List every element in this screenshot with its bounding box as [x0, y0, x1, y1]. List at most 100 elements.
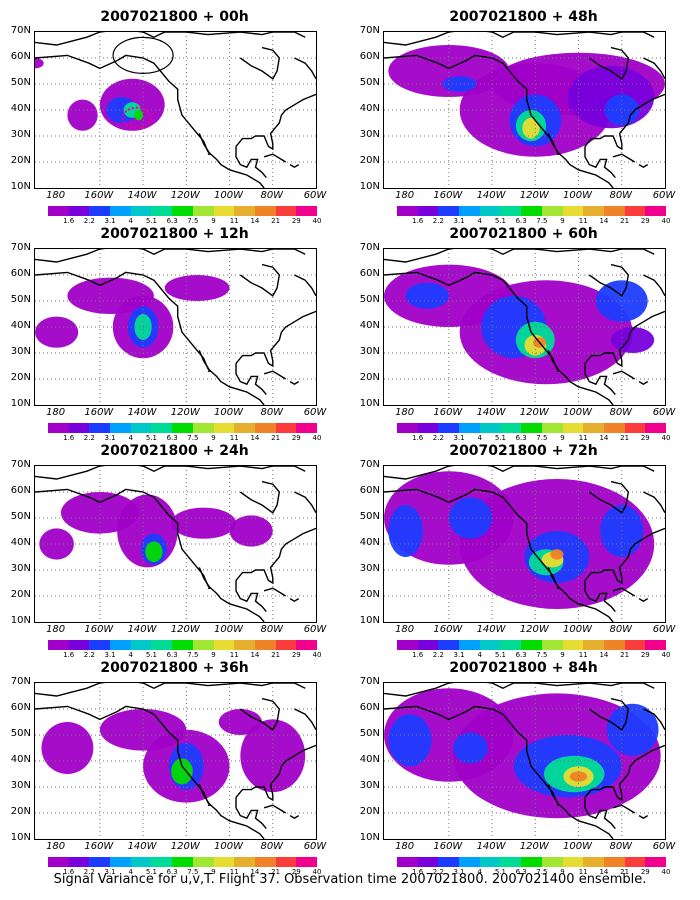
colorbar-swatch	[296, 640, 317, 650]
colorbar-swatch	[275, 206, 297, 216]
coastline	[235, 580, 267, 613]
colorbar-swatch	[130, 857, 152, 867]
map-frame	[34, 682, 317, 840]
colorbar-tick-label: 21	[620, 651, 630, 659]
colorbar-tick-label: 14	[599, 868, 609, 876]
variance-contour	[218, 709, 262, 735]
colorbar-tick-label: 9	[560, 434, 565, 442]
colorbar-tick-label: 1.6	[412, 868, 424, 876]
coastline	[263, 804, 287, 814]
colorbar-tick-label: 6.3	[166, 434, 178, 442]
lon-tick-label: 180	[395, 190, 415, 201]
lon-tick-label: 60W	[652, 407, 676, 418]
lon-tick-label: 140W	[127, 841, 157, 852]
colorbar-tick-label: 2.2	[83, 651, 95, 659]
colorbar-swatch	[521, 423, 542, 433]
coastline	[584, 310, 665, 368]
colorbar-swatch	[296, 206, 317, 216]
colorbar-swatch	[213, 857, 235, 867]
colorbar	[48, 857, 317, 867]
lat-tick-label: 60N	[10, 51, 31, 62]
coastline	[638, 164, 649, 169]
coastline	[384, 32, 655, 46]
lon-tick-label: 140W	[476, 841, 506, 852]
lat-tick-label: 40N	[359, 537, 380, 548]
colorbar-swatch	[68, 423, 90, 433]
colorbar-swatch	[48, 640, 69, 650]
lat-tick-label: 30N	[10, 563, 31, 574]
colorbar-tick-label: 14	[250, 434, 260, 442]
coastline	[643, 274, 665, 297]
colorbar-swatch	[234, 640, 255, 650]
colorbar-swatch	[254, 640, 276, 650]
colorbar-swatch	[583, 423, 604, 433]
lat-tick-label: 50N	[359, 728, 380, 739]
coastline	[35, 249, 306, 263]
panel-title: 2007021800 + 60h	[449, 226, 598, 242]
colorbar-swatch	[192, 857, 214, 867]
lat-tick-label: 30N	[359, 129, 380, 140]
coastline	[584, 527, 665, 585]
lat-tick-label: 50N	[10, 728, 31, 739]
map-svg	[35, 683, 316, 839]
colorbar-tick-label: 6.3	[515, 868, 527, 876]
colorbar-tick-label: 3.1	[104, 217, 116, 225]
colorbar-swatch	[562, 206, 584, 216]
colorbar-swatch	[110, 206, 131, 216]
variance-contour	[550, 549, 564, 560]
colorbar-tick-label: 40	[661, 217, 671, 225]
lon-tick-label: 80W	[260, 841, 284, 852]
colorbar-tick-label: 1.6	[63, 217, 75, 225]
colorbar-tick-label: 7.5	[187, 217, 199, 225]
variance-contour	[569, 771, 588, 782]
colorbar-swatch	[254, 857, 276, 867]
colorbar-tick-label: 4	[477, 434, 482, 442]
colorbar-tick-label: 2.2	[432, 217, 444, 225]
coastline	[612, 153, 636, 163]
colorbar-tick-label: 14	[250, 651, 260, 659]
colorbar-tick-label: 5.1	[145, 651, 158, 659]
lat-tick-label: 70N	[10, 242, 31, 253]
variance-contour	[606, 703, 659, 756]
map-frame	[34, 465, 317, 623]
coastline	[235, 363, 267, 396]
lon-tick-label: 120W	[519, 841, 549, 852]
colorbar-tick-label: 2.2	[432, 434, 444, 442]
colorbar-tick-label: 29	[640, 434, 650, 442]
colorbar-swatch	[192, 206, 214, 216]
colorbar-swatch	[438, 857, 460, 867]
lon-tick-label: 180	[395, 624, 415, 635]
coastline	[239, 46, 281, 80]
variance-contour	[448, 497, 493, 539]
colorbar	[48, 640, 317, 650]
coastline	[384, 705, 614, 839]
lat-tick-label: 50N	[359, 294, 380, 305]
colorbar-tick-label: 3.1	[104, 868, 116, 876]
colorbar-tick-label: 1.6	[63, 651, 75, 659]
lon-tick-label: 60W	[303, 624, 327, 635]
coastline	[198, 350, 212, 372]
colorbar-swatch	[296, 857, 317, 867]
lon-tick-label: 140W	[127, 407, 157, 418]
coastline	[35, 54, 265, 188]
coastline	[289, 381, 300, 386]
lon-tick-label: 160W	[84, 841, 114, 852]
lon-tick-label: 60W	[652, 624, 676, 635]
colorbar-swatch	[48, 206, 69, 216]
lat-tick-label: 20N	[10, 372, 31, 383]
lon-tick-label: 140W	[476, 624, 506, 635]
colorbar-swatch	[624, 640, 646, 650]
coastline	[289, 815, 300, 820]
colorbar-tick-label: 9	[560, 651, 565, 659]
lon-tick-label: 80W	[609, 841, 633, 852]
coastline	[584, 363, 616, 396]
variance-contour	[610, 327, 655, 353]
coastline	[235, 744, 316, 802]
coastline	[239, 697, 281, 731]
colorbar-swatch	[213, 206, 235, 216]
variance-contour	[229, 515, 273, 547]
colorbar-swatch	[500, 206, 522, 216]
lon-tick-label: 160W	[84, 624, 114, 635]
lat-tick-label: 10N	[10, 181, 31, 192]
panel-title: 2007021800 + 84h	[449, 660, 598, 676]
